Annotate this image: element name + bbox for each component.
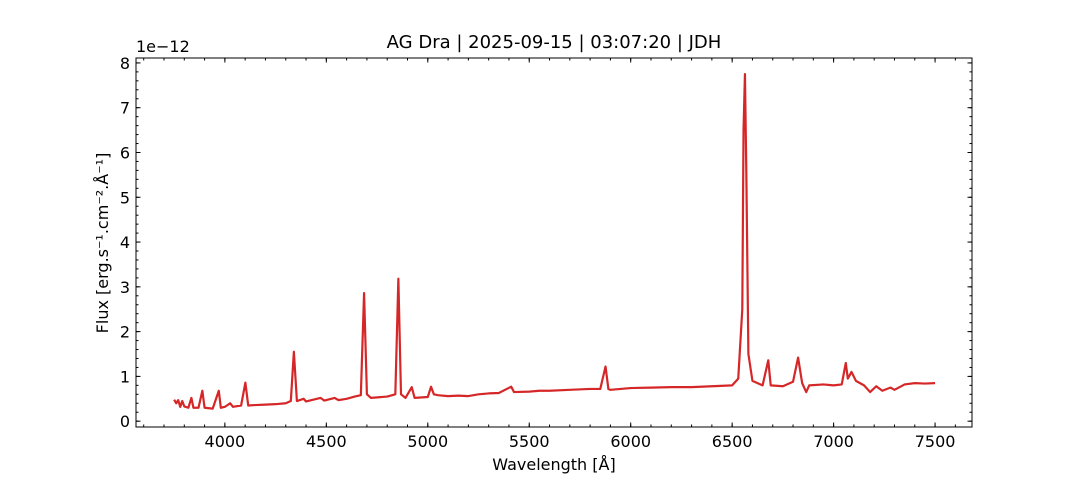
y-axis-label: Flux [erg.s⁻¹.cm⁻².Å⁻¹] (93, 153, 112, 334)
plot-frame (135, 57, 973, 428)
spectrum-line (173, 73, 936, 410)
x-tick-label: 7500 (915, 432, 956, 451)
y-tick-label: 4 (120, 233, 130, 252)
x-tick-label: 6000 (610, 432, 651, 451)
y-offset-label: 1e−12 (136, 37, 190, 56)
x-tick-label: 4000 (205, 432, 246, 451)
chart-title: AG Dra | 2025-09-15 | 03:07:20 | JDH (387, 32, 722, 53)
y-tick-label: 2 (120, 323, 130, 342)
x-tick-label: 4500 (306, 432, 347, 451)
y-tick-label: 0 (120, 412, 130, 431)
x-tick-label: 6500 (712, 432, 753, 451)
y-tick-label: 6 (120, 143, 130, 162)
y-tick-label: 3 (120, 278, 130, 297)
y-tick-label: 5 (120, 188, 130, 207)
y-tick-label: 1 (120, 367, 130, 386)
x-axis-label: Wavelength [Å] (492, 455, 615, 474)
x-tick-label: 7000 (813, 432, 854, 451)
y-tick-label: 7 (120, 99, 130, 118)
x-tick-label: 5500 (509, 432, 550, 451)
x-tick-label: 5000 (407, 432, 448, 451)
y-tick-label: 8 (120, 54, 130, 73)
